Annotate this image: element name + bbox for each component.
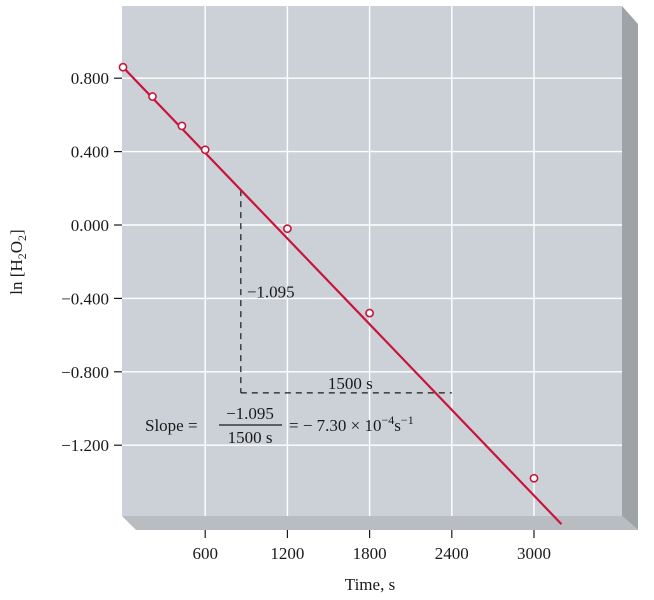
plot-bottom-face bbox=[122, 516, 638, 530]
y-tick-label: 0.400 bbox=[71, 143, 109, 162]
grid bbox=[122, 6, 622, 516]
run-label: 1500 s bbox=[328, 374, 373, 393]
rise-label: −1.095 bbox=[247, 283, 295, 302]
y-tick-label: 0.800 bbox=[71, 69, 109, 88]
data-point bbox=[148, 92, 157, 101]
slope-value-main: = − 7.30 × 10 bbox=[289, 416, 382, 435]
x-tick-label: 600 bbox=[192, 544, 218, 563]
slope-equation: Slope = −1.095 1500 s = − 7.30 × 10−4s−1 bbox=[145, 404, 414, 447]
y-title-part: O bbox=[7, 241, 26, 253]
y-axis-title: ln [H2O2] bbox=[7, 229, 29, 294]
y-axis-ticks: 0.800 0.400 0.000 −0.400 −0.800 −1.200 bbox=[61, 69, 122, 455]
y-tick-label: −1.200 bbox=[61, 436, 109, 455]
data-point bbox=[365, 308, 374, 318]
y-tick-label: −0.400 bbox=[61, 289, 109, 308]
plot-side-face bbox=[622, 6, 638, 530]
x-axis-title: Time, s bbox=[345, 575, 395, 594]
slope-unit-exponent: −1 bbox=[401, 413, 414, 427]
fit-line bbox=[122, 66, 563, 525]
slope-numerator: −1.095 bbox=[226, 404, 274, 423]
x-tick-label: 3000 bbox=[517, 544, 551, 563]
data-point bbox=[529, 473, 539, 483]
slope-unit: s bbox=[394, 416, 401, 435]
y-title-part: ln [H bbox=[7, 259, 26, 294]
slope-exponent: −4 bbox=[382, 413, 395, 427]
y-title-part: ] bbox=[7, 229, 26, 235]
slope-denominator: 1500 s bbox=[228, 428, 273, 447]
data-point bbox=[282, 224, 292, 234]
y-title-sub: 2 bbox=[15, 253, 29, 259]
data-point bbox=[118, 62, 128, 72]
data-point bbox=[177, 121, 187, 131]
y-tick-label: 0.000 bbox=[71, 216, 109, 235]
data-point bbox=[200, 145, 210, 155]
y-title-sub: 2 bbox=[15, 235, 29, 241]
x-tick-label: 1800 bbox=[353, 544, 387, 563]
plot-area bbox=[122, 6, 622, 516]
data-points bbox=[118, 62, 539, 483]
x-tick-label: 1200 bbox=[270, 544, 304, 563]
y-tick-label: −0.800 bbox=[61, 363, 109, 382]
x-tick-label: 2400 bbox=[435, 544, 469, 563]
slope-label: Slope = bbox=[145, 416, 198, 435]
x-axis-ticks: 600 1200 1800 2400 3000 bbox=[192, 530, 551, 563]
slope-value: = − 7.30 × 10−4s−1 bbox=[289, 413, 414, 435]
slope-triangle bbox=[240, 190, 452, 394]
